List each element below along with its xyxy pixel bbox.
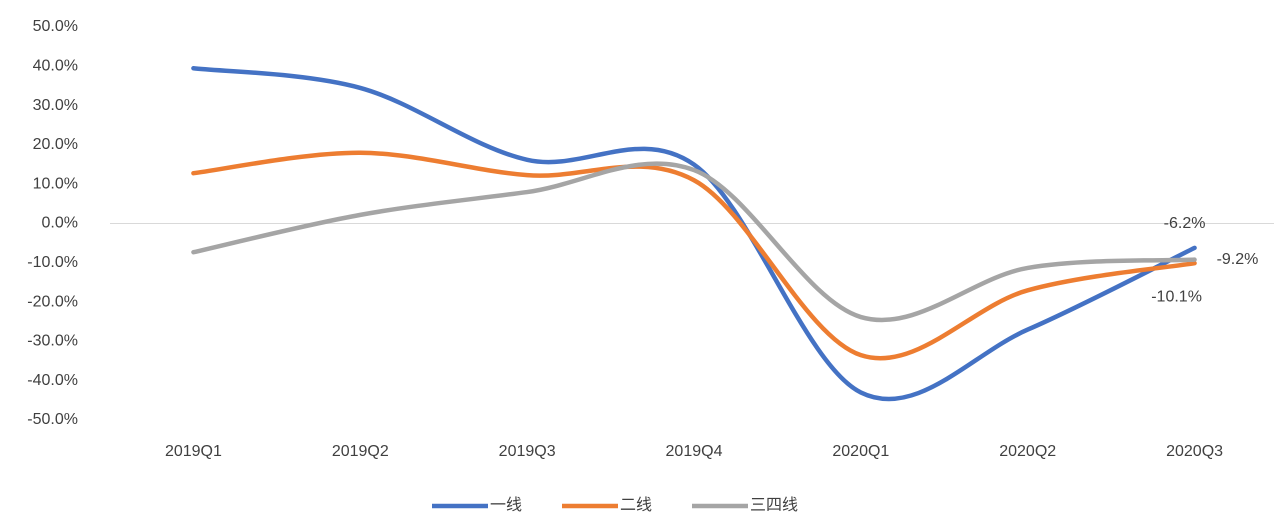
x-tick-label: 2019Q1: [165, 443, 222, 460]
data-label: -9.2%: [1217, 251, 1259, 268]
x-tick-label: 2019Q4: [666, 443, 723, 460]
data-label: -6.2%: [1164, 215, 1206, 232]
y-tick-label: -30.0%: [27, 333, 78, 350]
y-tick-label: 30.0%: [33, 97, 78, 114]
series-line: [191, 150, 1197, 361]
y-tick-label: 10.0%: [33, 175, 78, 192]
series-line: [191, 161, 1197, 323]
y-tick-label: 20.0%: [33, 136, 78, 153]
y-tick-label: 0.0%: [42, 215, 78, 232]
x-tick-label: 2019Q2: [332, 443, 389, 460]
x-tick-label: 2020Q2: [999, 443, 1056, 460]
x-tick-label: 2020Q1: [832, 443, 889, 460]
y-tick-label: -10.0%: [27, 254, 78, 271]
y-tick-label: 50.0%: [33, 18, 78, 35]
legend-label: 一线: [490, 496, 522, 514]
x-tick-label: 2020Q3: [1166, 443, 1223, 460]
series-line: [191, 66, 1197, 402]
data-label: -10.1%: [1151, 288, 1202, 305]
legend-label: 二线: [620, 496, 652, 514]
x-tick-label: 2019Q3: [499, 443, 556, 460]
y-tick-label: -40.0%: [27, 372, 78, 389]
y-tick-label: 40.0%: [33, 58, 78, 75]
y-tick-label: -20.0%: [27, 293, 78, 310]
y-tick-label: -50.0%: [27, 411, 78, 428]
legend-label: 三四线: [750, 496, 798, 514]
